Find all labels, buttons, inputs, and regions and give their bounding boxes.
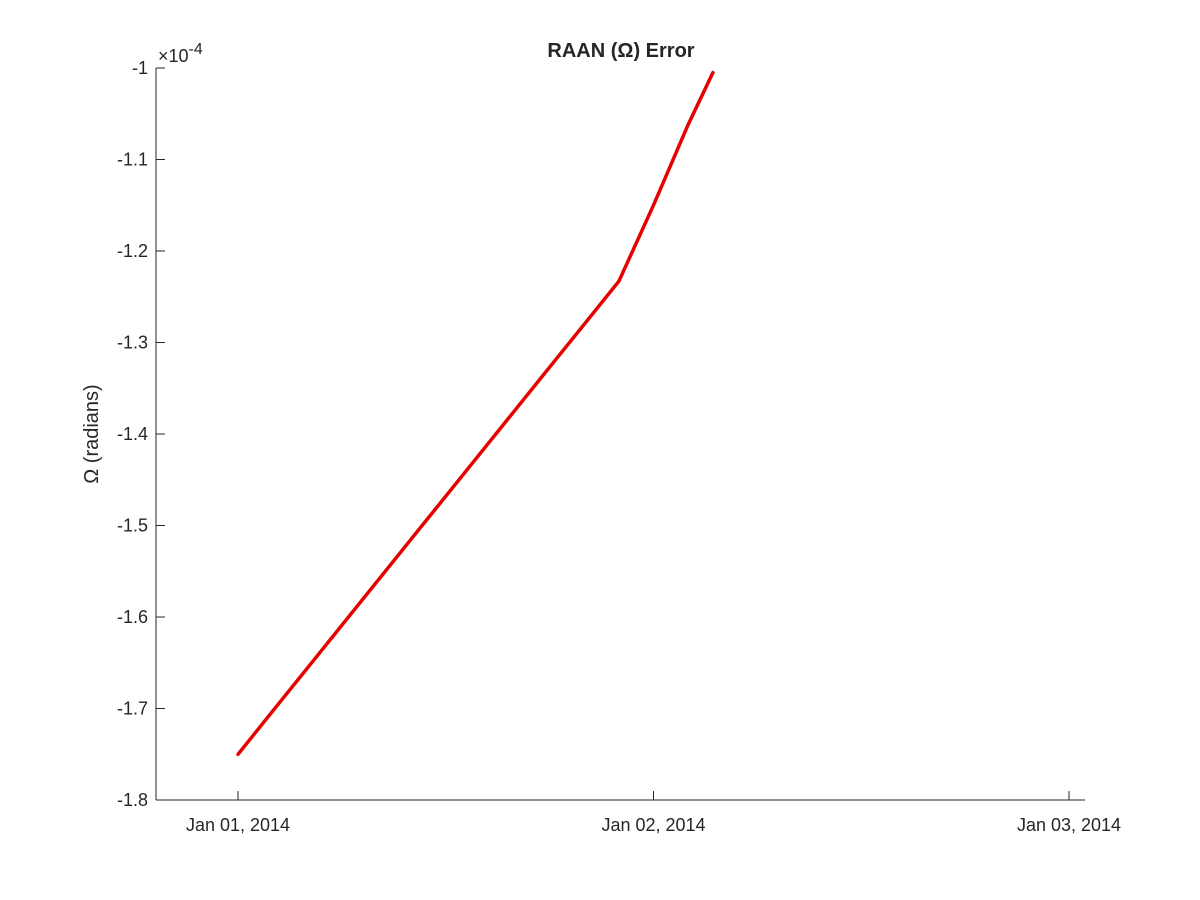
y-tick-label: -1.8 xyxy=(117,790,148,810)
chart-title: RAAN (Ω) Error xyxy=(547,40,694,62)
x-tick-label: Jan 01, 2014 xyxy=(186,815,290,835)
y-axis-label: Ω (radians) xyxy=(81,384,103,483)
y-tick-label: -1.5 xyxy=(117,516,148,536)
y-exponent: ×10-4 xyxy=(158,41,203,66)
y-tick-label: -1.7 xyxy=(117,699,148,719)
series-layer xyxy=(236,70,715,757)
y-tick-label: -1.1 xyxy=(117,150,148,170)
y-tick-label: -1.2 xyxy=(117,241,148,261)
x-tick-label: Jan 02, 2014 xyxy=(601,815,705,835)
y-exponent-power: -4 xyxy=(189,41,203,58)
y-tick-label: -1.4 xyxy=(117,424,148,444)
series-line-0 xyxy=(236,70,715,757)
y-tick-label: -1 xyxy=(132,58,148,78)
y-tick-label: -1.3 xyxy=(117,333,148,353)
y-ticks: -1.8 -1.7 -1.6 -1.5 -1.4 -1.3 -1.2 -1.1 -1 xyxy=(117,58,165,810)
y-exponent-multiplier: ×10 xyxy=(158,46,189,66)
axes: -1.8 -1.7 -1.6 -1.5 -1.4 -1.3 -1.2 -1.1 -1 Jan 0… xyxy=(117,58,1121,835)
x-tick-label: Jan 03, 2014 xyxy=(1017,815,1121,835)
x-ticks: Jan 01, 2014 Jan 02, 2014 Jan 03, 2014 xyxy=(186,791,1121,835)
y-tick-label: -1.6 xyxy=(117,607,148,627)
